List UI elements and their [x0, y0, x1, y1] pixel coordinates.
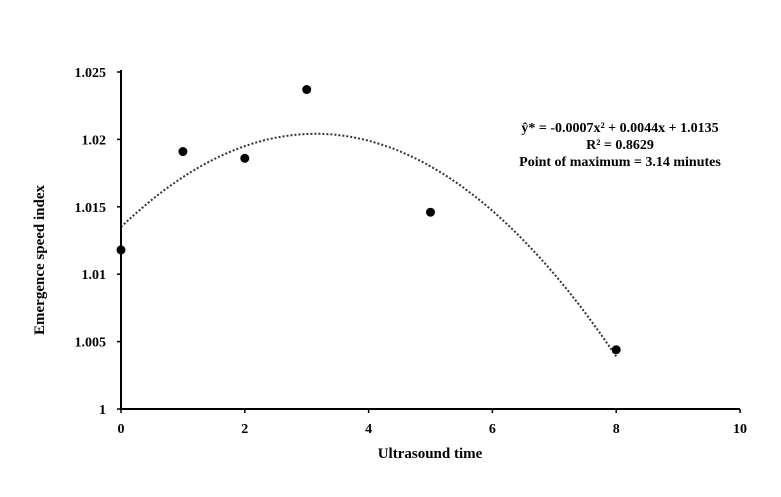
y-tick-label: 1.005: [75, 336, 107, 351]
data-point: [302, 85, 312, 95]
y-tick-label: 1.015: [75, 201, 107, 216]
r-squared-text: R² = 0.8629: [586, 138, 654, 153]
equation-text: ŷ* = -0.0007x² + 0.0044x + 1.0135: [521, 121, 718, 136]
data-points-group: [116, 85, 621, 355]
data-point: [426, 207, 435, 217]
y-tick-label: 1: [99, 403, 106, 418]
data-point: [178, 147, 188, 157]
x-tick-label: 4: [365, 422, 372, 437]
x-tick-label: 8: [613, 422, 620, 437]
x-axis-title: Ultrasound time: [378, 446, 483, 462]
y-axis-title: Emergence speed index: [32, 185, 48, 335]
x-axis-ticks: 0 2 4 6 8 10: [118, 409, 747, 437]
data-point: [240, 153, 250, 163]
y-tick-label: 1.01: [82, 268, 107, 283]
y-axis-ticks: 1 1.005 1.01 1.015 1.02 1.025: [75, 66, 121, 418]
y-tick-label: 1.025: [75, 66, 107, 81]
x-tick-label: 10: [733, 422, 747, 437]
x-tick-label: 0: [118, 422, 125, 437]
x-tick-label: 6: [489, 422, 496, 437]
x-tick-label: 2: [241, 422, 248, 437]
regression-annotation: ŷ* = -0.0007x² + 0.0044x + 1.0135 R² = 0…: [519, 121, 721, 170]
maximum-point-text: Point of maximum = 3.14 minutes: [519, 155, 721, 170]
y-tick-label: 1.02: [82, 133, 107, 148]
data-point: [611, 345, 621, 355]
